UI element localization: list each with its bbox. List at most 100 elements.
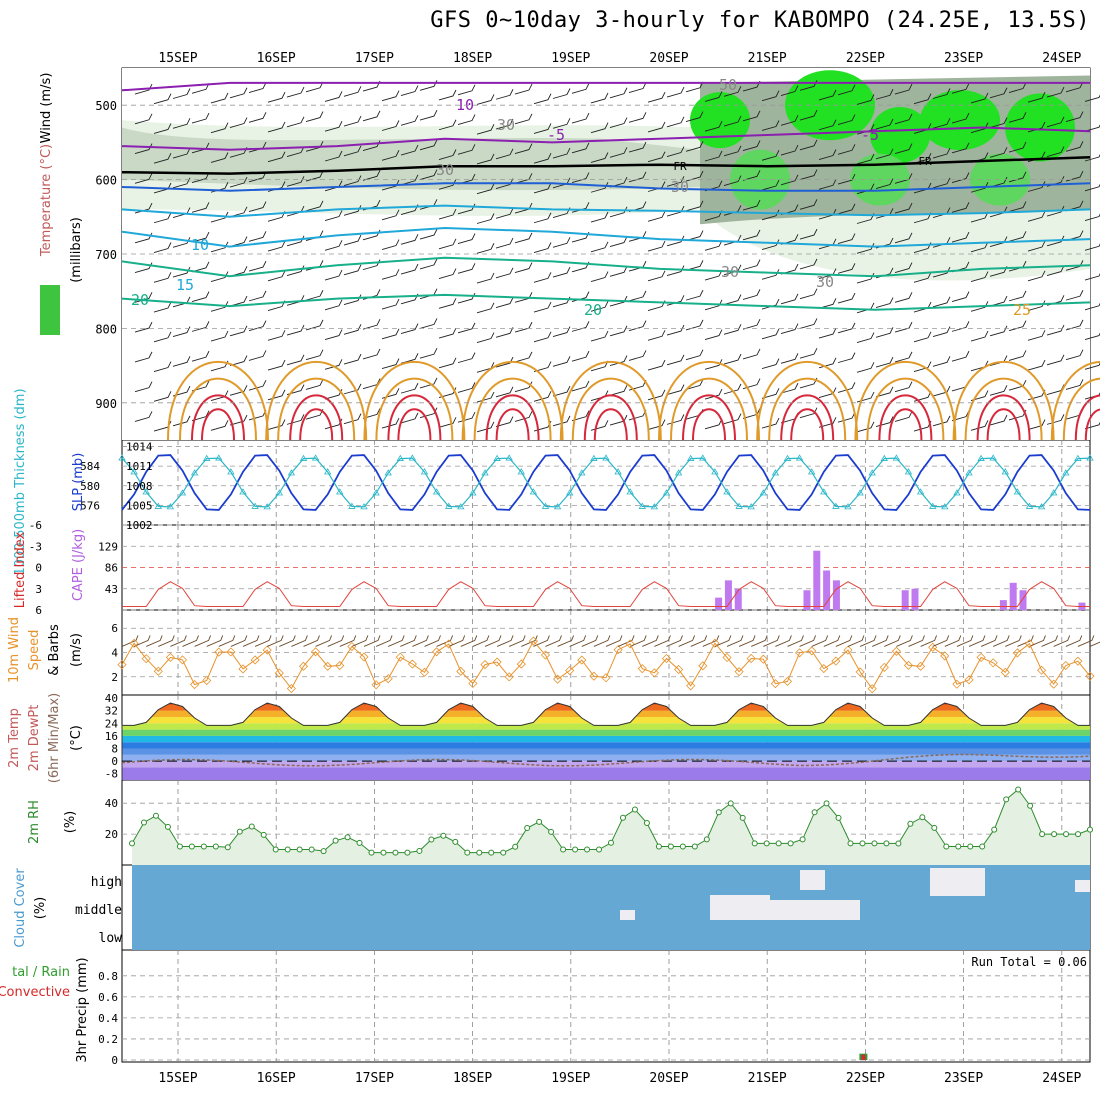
date-label-top: 18SEP (453, 51, 492, 66)
surface-wind-barb (303, 635, 320, 647)
cape-bar (803, 590, 811, 610)
wind-barb (989, 325, 1008, 337)
wind-speed-marker (395, 652, 405, 662)
thickness-marker (904, 468, 913, 475)
wind-barb (609, 236, 628, 247)
wind-barb (1027, 270, 1046, 282)
temp-band (122, 735, 1090, 743)
wind-speed-marker (383, 674, 393, 684)
wind-barb (134, 292, 153, 303)
surface-wind-barb (896, 635, 913, 647)
wind-barb (571, 380, 590, 392)
wind-barb (856, 94, 875, 105)
wind-speed-marker (577, 655, 587, 665)
thickness-marker (311, 454, 320, 461)
rh-marker (344, 834, 351, 841)
wind-barb (761, 388, 780, 399)
wind-barb (932, 415, 951, 427)
wind-barb (305, 111, 324, 123)
wind-barb (1046, 146, 1065, 157)
wind-barb (856, 124, 875, 135)
wind-barb (894, 83, 913, 95)
wind-barb (609, 266, 628, 277)
wind-speed-marker (492, 657, 502, 667)
wind-barb (1027, 240, 1046, 252)
wind-barb (267, 151, 286, 163)
wind-barb (495, 208, 514, 219)
slp-line (121, 454, 1091, 511)
wind-barb (951, 202, 970, 213)
surface-wind-barb (847, 635, 865, 647)
wind-barb (799, 407, 818, 419)
surface-wind-barb (170, 635, 187, 647)
wind-barb (1065, 379, 1084, 390)
wind-barb (894, 292, 913, 303)
wind-barb (172, 118, 191, 129)
cape-bar (1009, 582, 1017, 610)
wind-barb (267, 92, 286, 103)
wind-barb (951, 291, 970, 303)
wind-barb (761, 328, 780, 340)
thickness-marker (529, 488, 538, 495)
wind-barb (1046, 265, 1065, 277)
wind-barb (552, 237, 571, 248)
wind-barb (1008, 112, 1027, 123)
rh-marker (129, 840, 135, 847)
wind-barb (780, 174, 799, 186)
wind-barb (324, 240, 343, 251)
wind-barb (1084, 421, 1100, 430)
contour-label: FR (918, 155, 932, 168)
wind-barb (799, 258, 818, 270)
rh-marker (548, 828, 555, 835)
contour-label: -5 (861, 126, 879, 144)
wind-speed-marker (1049, 679, 1059, 689)
wind-barb (742, 140, 761, 152)
wind-barb (153, 272, 172, 283)
wind-speed-marker (456, 666, 466, 676)
wind-barb (628, 82, 647, 93)
wind-speed-marker (964, 675, 974, 685)
rh-marker (1075, 831, 1082, 838)
wind-barb (856, 362, 875, 373)
surface-wind-barb (351, 635, 369, 647)
boundary-layer-contour (1050, 361, 1100, 441)
wind-speed-marker (141, 654, 151, 664)
lifted-index-line (122, 581, 1090, 607)
wind-barb (1084, 243, 1100, 251)
surface-wind-barb (327, 635, 345, 647)
rh-marker (667, 843, 674, 850)
wind-barb (723, 383, 742, 395)
wind-barb (894, 232, 913, 244)
y-tick-label: 800 (95, 322, 117, 336)
wind-barb (818, 89, 837, 101)
wind-barb (647, 121, 666, 133)
wind-barb (1046, 86, 1065, 98)
rh-marker (200, 843, 207, 850)
rh-marker (679, 843, 686, 850)
wind-barb (438, 208, 457, 220)
wind-speed-marker (262, 645, 272, 655)
temp-band (122, 729, 1090, 736)
wind-barb (647, 211, 666, 222)
boundary-layer-contour (986, 408, 1021, 441)
thickness-marker (868, 469, 876, 476)
wind-barb (267, 330, 286, 341)
thickness-marker (239, 488, 247, 495)
contour-label: 25 (1013, 301, 1031, 319)
thickness-marker (880, 454, 889, 461)
wind-barb (837, 203, 856, 215)
rh-marker (224, 844, 231, 851)
y-tick-label: 700 (95, 248, 117, 262)
wind-barb (248, 201, 267, 213)
boundary-layer-contour (1074, 394, 1100, 441)
wind-barb (742, 110, 761, 122)
temp-band (122, 704, 1090, 711)
wind-barb (438, 179, 457, 190)
rh-marker (368, 849, 375, 856)
thickness-marker (142, 488, 150, 495)
wind-barb (229, 355, 248, 367)
wind-barb (951, 83, 970, 94)
wind-barb (514, 143, 533, 154)
wind-barb (134, 113, 153, 125)
wind-barb (153, 242, 172, 253)
